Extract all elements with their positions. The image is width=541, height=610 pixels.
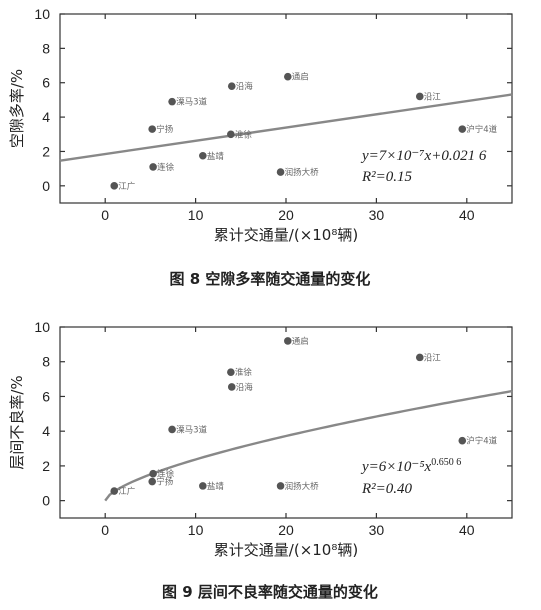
point-label: 通启 bbox=[292, 336, 309, 347]
point-label: 淮徐 bbox=[235, 367, 253, 378]
y-axis-title: 空隙多率/% bbox=[8, 69, 26, 148]
equation: y=7×10⁻⁷x+0.021 6 bbox=[360, 148, 487, 164]
y-tick-label: 2 bbox=[42, 458, 50, 474]
y-tick-label: 0 bbox=[42, 178, 50, 194]
point-label: 宁扬 bbox=[156, 124, 173, 135]
point-label: 宁扬 bbox=[156, 477, 173, 488]
trend-line bbox=[59, 93, 513, 162]
data-point bbox=[110, 487, 119, 495]
data-point bbox=[284, 72, 292, 81]
data-point bbox=[415, 92, 424, 101]
x-tick-label: 30 bbox=[369, 522, 385, 538]
point-label: 润扬大桥 bbox=[285, 167, 320, 178]
data-point bbox=[284, 337, 292, 345]
x-tick-label: 10 bbox=[188, 522, 204, 538]
x-tick-label: 0 bbox=[101, 522, 109, 538]
data-point bbox=[168, 97, 176, 106]
point-label: 沿江 bbox=[424, 92, 442, 102]
y-tick-label: 10 bbox=[34, 319, 50, 335]
data-point bbox=[148, 125, 157, 133]
point-label: 沿江 bbox=[424, 353, 442, 363]
x-tick-label: 20 bbox=[278, 207, 294, 223]
data-point bbox=[168, 425, 176, 434]
point-label: 润扬大桥 bbox=[285, 481, 320, 492]
y-tick-label: 0 bbox=[42, 493, 50, 509]
r-squared: R²=0.15 bbox=[361, 169, 413, 185]
y-tick-label: 4 bbox=[42, 109, 50, 125]
y-axis-title: 层间不良率/% bbox=[8, 375, 26, 469]
point-label: 江广 bbox=[118, 486, 135, 497]
equation: y=6×10⁻⁵x0.650 6 bbox=[360, 457, 461, 475]
point-label: 沪宁4道 bbox=[466, 124, 497, 135]
y-tick-label: 4 bbox=[42, 423, 50, 439]
x-tick-label: 40 bbox=[459, 522, 475, 538]
data-point bbox=[110, 182, 119, 190]
point-label: 沪宁4道 bbox=[466, 436, 497, 447]
data-point bbox=[148, 477, 157, 486]
point-label: 沿海 bbox=[236, 382, 254, 393]
point-label: 沿海 bbox=[236, 81, 254, 92]
data-point bbox=[199, 482, 207, 490]
y-tick-label: 8 bbox=[42, 354, 50, 370]
data-point bbox=[149, 163, 157, 171]
data-point bbox=[276, 168, 285, 176]
data-point bbox=[458, 436, 467, 445]
y-tick-label: 6 bbox=[42, 388, 50, 404]
data-point bbox=[227, 82, 236, 90]
figure-caption: 图 9 层间不良率随交通量的变化 bbox=[162, 583, 378, 601]
y-tick-label: 2 bbox=[42, 143, 50, 159]
data-point bbox=[458, 125, 467, 133]
x-axis-title: 累计交通量/(×10⁸辆) bbox=[214, 226, 358, 244]
point-label: 淮徐 bbox=[235, 129, 253, 140]
data-point bbox=[227, 130, 235, 139]
data-point bbox=[149, 469, 157, 478]
x-tick-label: 30 bbox=[369, 207, 385, 223]
x-axis-title: 累计交通量/(×10⁸辆) bbox=[214, 541, 358, 559]
point-label: 连徐 bbox=[157, 469, 175, 480]
data-point bbox=[276, 482, 285, 490]
data-point bbox=[199, 151, 207, 160]
data-point bbox=[227, 368, 235, 376]
trend-line bbox=[104, 389, 513, 502]
point-label: 通启 bbox=[292, 72, 309, 83]
y-tick-label: 10 bbox=[34, 6, 50, 22]
point-label: 盐靖 bbox=[207, 481, 225, 492]
x-tick-label: 40 bbox=[459, 207, 475, 223]
y-tick-label: 6 bbox=[42, 75, 50, 91]
x-tick-label: 10 bbox=[188, 207, 204, 223]
x-tick-label: 0 bbox=[101, 207, 109, 223]
y-tick-label: 8 bbox=[42, 40, 50, 56]
x-tick-label: 20 bbox=[278, 522, 294, 538]
r-squared: R²=0.40 bbox=[361, 481, 413, 497]
point-label: 连徐 bbox=[157, 162, 175, 173]
point-label: 溧马3道 bbox=[176, 424, 207, 435]
data-point bbox=[415, 353, 424, 362]
point-label: 江广 bbox=[118, 181, 135, 192]
figure-caption: 图 8 空隙多率随交通量的变化 bbox=[170, 270, 371, 288]
data-point bbox=[227, 383, 236, 391]
point-label: 盐靖 bbox=[207, 151, 225, 162]
point-label: 溧马3道 bbox=[176, 97, 207, 108]
